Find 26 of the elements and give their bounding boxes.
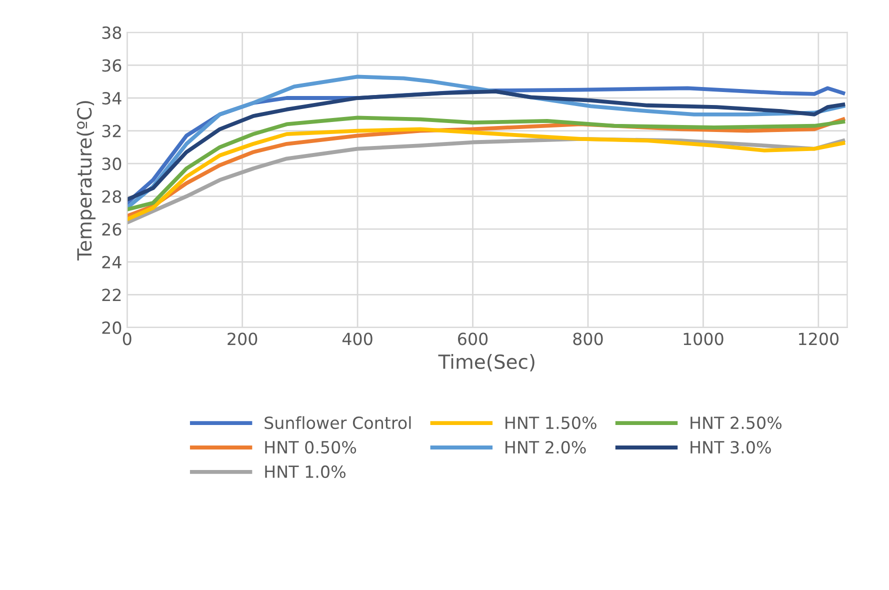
y-tick-label: 20 <box>102 321 122 334</box>
y-tick-label: 36 <box>102 59 122 72</box>
x-tick-label: 800 <box>573 332 603 346</box>
legend-label: HNT 2.50% <box>690 416 782 430</box>
x-tick-label: 200 <box>228 332 258 346</box>
legend-label: Sunflower Control <box>264 416 411 430</box>
x-axis-title: Time(Sec) <box>438 354 534 372</box>
y-tick-label: 22 <box>102 288 121 302</box>
y-tick-label: 34 <box>102 92 122 105</box>
y-tick-label: 38 <box>102 26 122 40</box>
y-axis-title: Temperature(ºC) <box>76 101 96 261</box>
x-tick-label: 1200 <box>799 332 839 346</box>
y-tick-label: 28 <box>102 190 122 203</box>
legend-label: HNT 0.50% <box>265 440 356 454</box>
y-tick-label: 32 <box>102 124 121 138</box>
y-tick-label: 26 <box>102 223 122 236</box>
legend-label: HNT 2.0% <box>506 440 586 454</box>
x-tick-label: 600 <box>458 332 488 346</box>
legend-label: HNT 3.0% <box>690 440 771 454</box>
x-tick-label: 0 <box>122 332 132 346</box>
x-tick-label: 400 <box>342 332 372 346</box>
x-tick-label: 1000 <box>684 332 724 346</box>
legend-label: HNT 1.50% <box>506 416 596 430</box>
y-tick-label: 24 <box>102 256 122 268</box>
y-tick-label: 30 <box>102 158 122 170</box>
legend-label: HNT 1.0% <box>265 465 346 478</box>
